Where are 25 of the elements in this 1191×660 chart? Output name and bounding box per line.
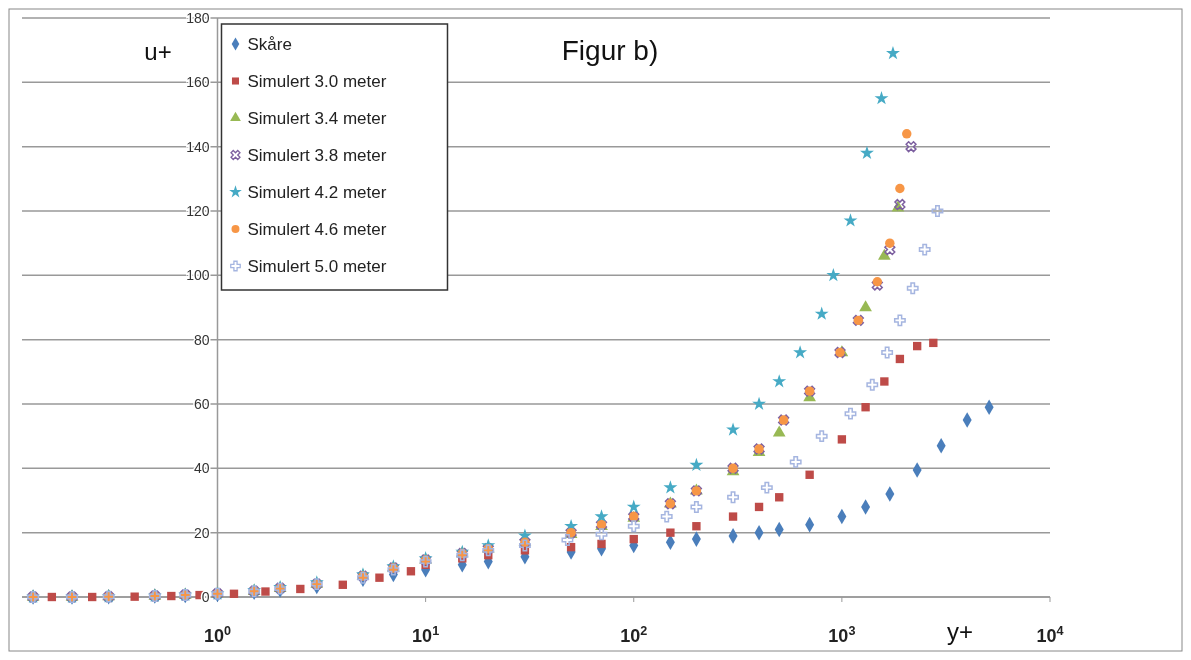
y-tick-label: 120 xyxy=(186,202,210,219)
y-tick-label: 100 xyxy=(186,267,210,284)
x-tick-label: 10$^{3}$ xyxy=(828,624,856,646)
y-axis-title: u+ xyxy=(144,38,172,65)
legend-label: Simulert 3.8 meter xyxy=(247,145,387,165)
x-tick-label: 10$^{0}$ xyxy=(203,624,232,646)
y-tick-label: 80 xyxy=(193,331,210,348)
legend-label: Skåre xyxy=(247,34,292,54)
y-tick-label: 140 xyxy=(186,138,210,155)
x-tick-label: 10$^{1}$ xyxy=(412,624,440,646)
x-tick-label: 10$^{2}$ xyxy=(620,624,648,646)
x-tick-label: 10$^{4}$ xyxy=(1036,624,1064,646)
legend-label: Simulert 4.2 meter xyxy=(247,182,387,202)
x-axis-title: y+ xyxy=(946,618,974,645)
y-tick-label: 180 xyxy=(186,9,210,26)
y-tick-label: 40 xyxy=(193,460,210,477)
y-tick-label: 60 xyxy=(193,395,210,412)
legend-label: Simulert 3.0 meter xyxy=(247,71,387,91)
legend-label: Simulert 4.6 meter xyxy=(247,219,387,239)
legend-label: Simulert 3.4 meter xyxy=(247,108,387,128)
text: Figur b) xyxy=(561,35,659,66)
y-tick-label: 0 xyxy=(201,588,210,605)
y-tick-label: 20 xyxy=(193,524,210,541)
y-tick-label: 160 xyxy=(186,74,210,91)
legend-label: Simulert 5.0 meter xyxy=(247,256,387,276)
